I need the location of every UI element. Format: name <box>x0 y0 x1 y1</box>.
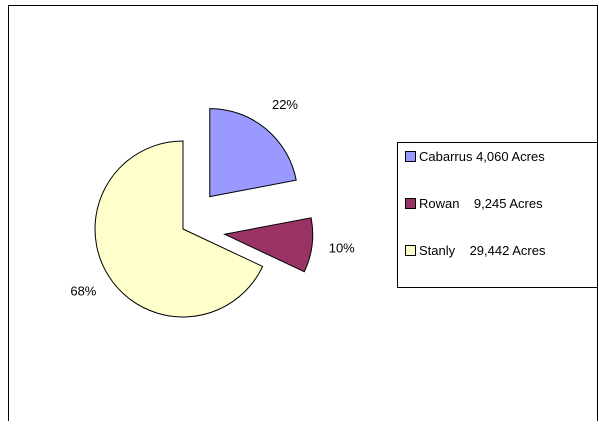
legend-swatch <box>405 245 416 256</box>
data-label: 22% <box>272 97 298 112</box>
data-label: 68% <box>70 284 96 299</box>
pie-slice <box>209 108 297 198</box>
legend-swatch <box>405 198 416 209</box>
legend-swatch <box>405 151 416 162</box>
pie-slice <box>94 140 264 318</box>
pie-slice <box>223 217 314 273</box>
legend-item: Rowan 9,245 Acres <box>419 196 543 211</box>
legend-label: Rowan 9,245 Acres <box>419 196 543 211</box>
legend-label: Cabarrus 4,060 Acres <box>419 149 545 164</box>
legend-item: Cabarrus 4,060 Acres <box>419 149 545 164</box>
legend-item: Stanly 29,442 Acres <box>419 243 546 258</box>
legend-label: Stanly 29,442 Acres <box>419 243 546 258</box>
data-label: 10% <box>329 240 355 255</box>
legend-box <box>397 142 598 288</box>
